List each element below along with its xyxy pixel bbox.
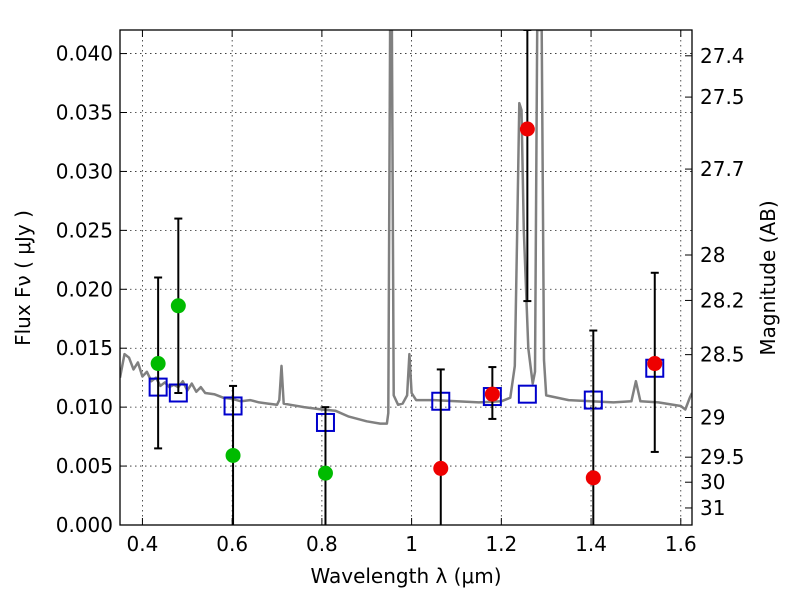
x-tick-label: 1.4 (575, 532, 607, 556)
observed-data-point (317, 465, 333, 481)
y-tick-label: 0.020 (56, 277, 113, 301)
observed-data-point (647, 356, 663, 372)
observed-data-point (170, 298, 186, 314)
observed-data-point (433, 460, 449, 476)
right-tick-label: 28.5 (700, 343, 745, 367)
plot-frame (119, 29, 693, 526)
y-tick-label: 0.010 (56, 395, 113, 419)
y-tick-label: 0.015 (56, 336, 113, 360)
y-tick-label: 0.000 (56, 513, 113, 537)
grid (120, 30, 692, 525)
y-tick-label: 0.030 (56, 159, 113, 183)
plot-area (120, 30, 692, 525)
y-axis-label: Flux Fν ( μJy ) (11, 210, 35, 346)
right-tick-label: 27.5 (700, 85, 745, 109)
right-tick-label: 27.4 (700, 44, 745, 68)
x-tick-label: 0.4 (127, 532, 159, 556)
x-tick-label: 1 (405, 532, 418, 556)
model-photometry-square (517, 384, 537, 404)
right-tick-label: 31 (700, 496, 725, 520)
y-tick-label: 0.035 (56, 101, 113, 125)
axis-ticks: 0.4 0.6 0.8 1 1.2 1.4 1.6 0.000 0.005 0.010 0.015 0… (56, 30, 745, 556)
y-tick-label: 0.025 (56, 218, 113, 242)
right-tick-label: 28 (700, 243, 725, 267)
right-tick-label: 28.2 (700, 288, 745, 312)
right-tick-label: 27.7 (700, 157, 745, 181)
y-tick-label: 0.005 (56, 454, 113, 478)
observed-data-point (585, 470, 601, 486)
x-axis-label: Wavelength λ (μm) (310, 564, 501, 588)
right-tick-label: 29.5 (700, 445, 745, 469)
observed-data-point (225, 447, 241, 463)
x-tick-label: 1.6 (665, 532, 697, 556)
y-tick-label: 0.040 (56, 42, 113, 66)
x-tick-label: 1.2 (485, 532, 517, 556)
observed-data-point (519, 121, 535, 137)
model-spectrum-line (120, 30, 692, 425)
observed-data-point (484, 386, 500, 402)
x-tick-label: 0.8 (306, 532, 338, 556)
right-tick-label: 29 (700, 406, 725, 430)
observed-data-point (150, 356, 166, 372)
right-tick-label: 30 (700, 470, 725, 494)
x-tick-label: 0.6 (216, 532, 248, 556)
right-axis-label: Magnitude (AB) (756, 200, 780, 355)
